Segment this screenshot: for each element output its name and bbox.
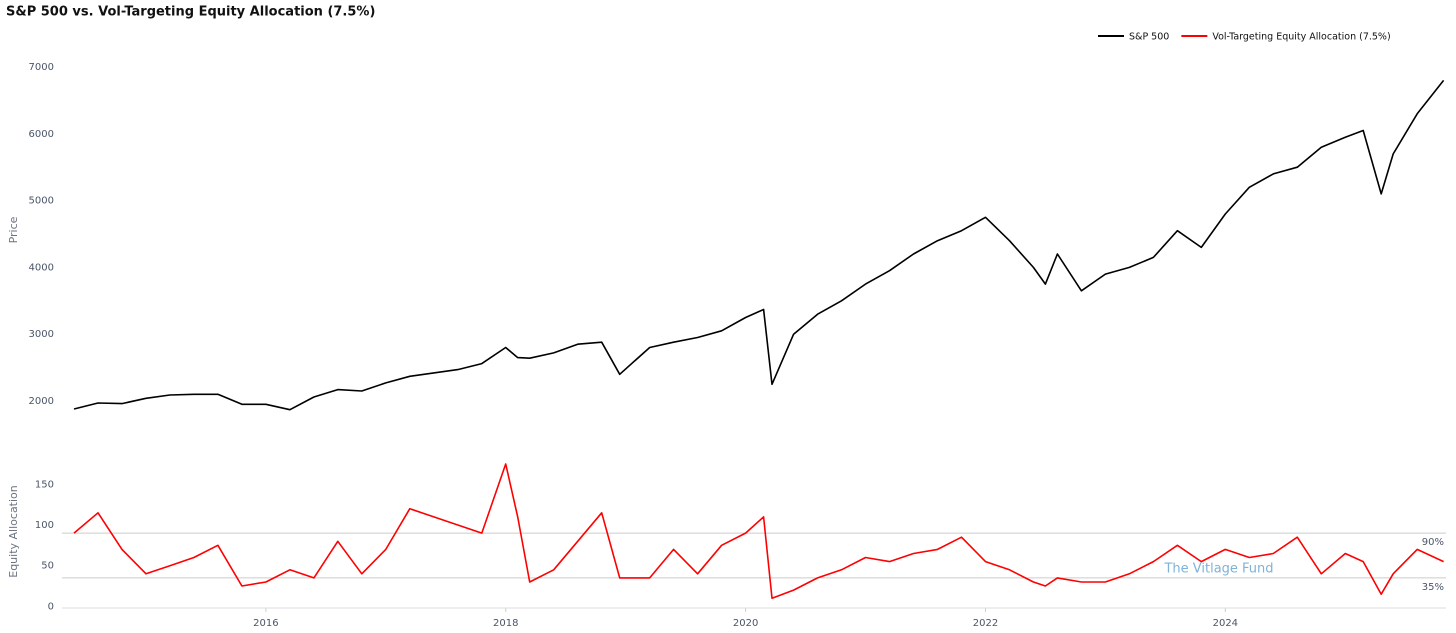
y-tick-label: 50 [41, 561, 54, 572]
y-axis-title: Equity Allocation [7, 485, 20, 578]
reference-label: 90% [1422, 537, 1444, 548]
y-tick-label: 150 [35, 479, 54, 490]
x-tick-label: 2022 [973, 618, 998, 629]
chart-title: S&P 500 vs. Vol-Targeting Equity Allocat… [6, 5, 375, 20]
y-tick-label: 100 [35, 520, 54, 531]
x-tick-label: 2020 [733, 618, 758, 629]
watermark: The Vitlage Fund [1163, 562, 1273, 577]
y-axis-title: Price [7, 216, 20, 243]
reference-label: 35% [1422, 582, 1444, 593]
y-tick-label: 3000 [29, 329, 54, 340]
y-tick-label: 7000 [29, 62, 54, 73]
y-tick-label: 5000 [29, 196, 54, 207]
data-line [73, 79, 1445, 411]
y-tick-label: 6000 [29, 129, 54, 140]
data-line [73, 463, 1444, 599]
y-tick-label: 0 [48, 601, 54, 612]
legend-label: Vol-Targeting Equity Allocation (7.5%) [1212, 32, 1390, 43]
legend-label: S&P 500 [1129, 32, 1169, 43]
y-tick-label: 4000 [29, 262, 54, 273]
x-tick-label: 2024 [1213, 618, 1238, 629]
y-tick-label: 2000 [29, 396, 54, 407]
x-tick-label: 2016 [253, 618, 278, 629]
x-tick-label: 2018 [493, 618, 518, 629]
